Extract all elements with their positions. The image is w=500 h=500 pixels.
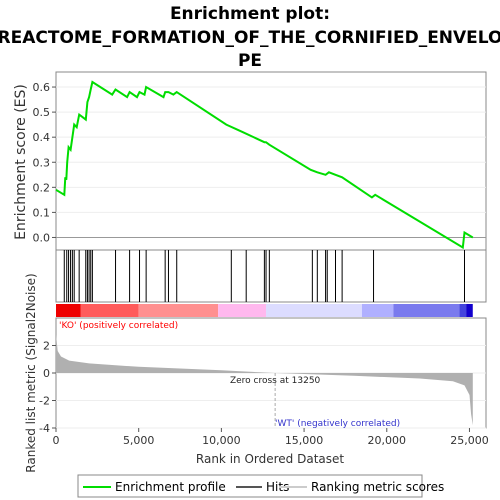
rank-y-tick-label: -2 bbox=[39, 395, 50, 408]
rank-y-tick-label: 2 bbox=[43, 340, 50, 353]
heat-strip-segment bbox=[266, 304, 362, 317]
x-tick-label: 20,000 bbox=[368, 434, 407, 447]
x-tick-label: 0 bbox=[53, 434, 60, 447]
x-tick-label: 15,000 bbox=[285, 434, 324, 447]
x-tick-label: 5,000 bbox=[123, 434, 155, 447]
legend: Enrichment profile Hits Ranking metric s… bbox=[77, 474, 444, 498]
es-y-tick-label: 0.4 bbox=[33, 131, 51, 144]
enrichment-profile-line bbox=[55, 80, 474, 250]
rank-y-tick-label: 0 bbox=[43, 367, 50, 380]
chart-title-line-2: REACTOME_FORMATION_OF_THE_CORNIFIED_ENVE… bbox=[0, 28, 500, 48]
rank-y-axis: -4 -2 0 2 bbox=[39, 340, 56, 435]
es-panel-frame bbox=[55, 71, 487, 251]
es-y-tick-label: 0.2 bbox=[33, 181, 51, 194]
es-y-tick-label: 0.3 bbox=[33, 156, 51, 169]
positive-correlation-label: 'KO' (positively correlated) bbox=[59, 321, 178, 331]
heat-strip-segment bbox=[466, 304, 473, 317]
ranking-color-strip bbox=[56, 304, 473, 317]
es-y-tick-label: 0.6 bbox=[33, 81, 51, 94]
x-tick-label: 10,000 bbox=[202, 434, 241, 447]
legend-label-hits: Hits bbox=[266, 480, 289, 494]
legend-label-enrichment-profile: Enrichment profile bbox=[115, 480, 226, 494]
zero-cross-label: Zero cross at 13250 bbox=[230, 376, 321, 386]
heat-strip-segment bbox=[80, 304, 139, 317]
x-axis-label: Rank in Ordered Dataset bbox=[196, 452, 344, 466]
heat-strip-segment bbox=[393, 304, 460, 317]
chart-title-line-3: PE bbox=[238, 51, 262, 71]
heat-strip-segment bbox=[218, 304, 267, 317]
rank-y-tick-label: -4 bbox=[39, 422, 50, 435]
negative-correlation-label: 'WT' (negatively correlated) bbox=[275, 419, 400, 429]
heat-strip-segment bbox=[138, 304, 219, 317]
chart-title-line-1: Enrichment plot: bbox=[170, 4, 330, 24]
heat-strip-segment bbox=[56, 304, 81, 317]
es-y-tick-label: 0.0 bbox=[33, 231, 51, 244]
es-y-tick-label: 0.1 bbox=[33, 206, 51, 219]
x-axis: 0 5,000 10,000 15,000 20,000 25,000 bbox=[53, 428, 489, 447]
heat-strip-segment bbox=[459, 304, 467, 317]
heat-strip-segment bbox=[361, 304, 394, 317]
hit-markers bbox=[63, 250, 465, 302]
rank-y-axis-label: Ranked list metric (Signal2Noise) bbox=[24, 273, 38, 472]
es-y-axis: 0.0 0.1 0.2 0.3 0.4 0.5 0.6 bbox=[33, 81, 56, 244]
legend-label-ranking-metric: Ranking metric scores bbox=[311, 480, 444, 494]
es-y-axis-label: Enrichment score (ES) bbox=[13, 84, 29, 240]
hits-panel-frame bbox=[55, 249, 487, 303]
es-y-tick-label: 0.5 bbox=[33, 106, 51, 119]
x-tick-label: 25,000 bbox=[450, 434, 489, 447]
